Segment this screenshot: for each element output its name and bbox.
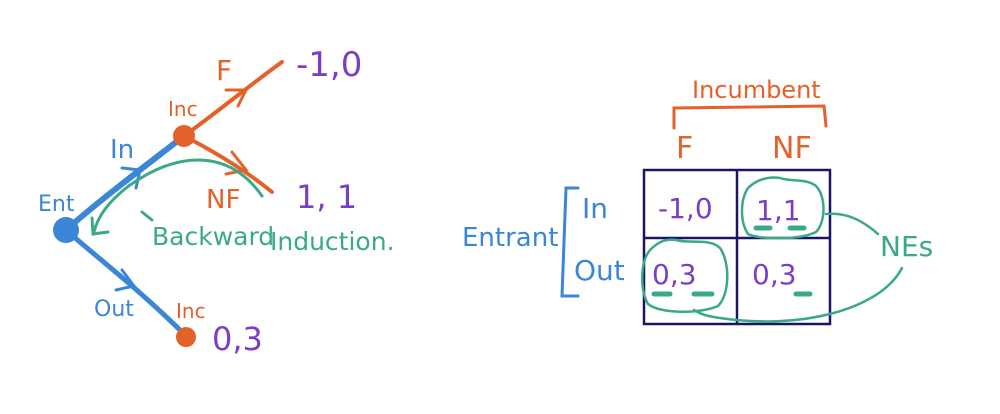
cell-out-nf: 0,3 [752, 258, 797, 291]
row-header-out: Out [574, 254, 625, 287]
ne-connector-bottom [692, 266, 904, 323]
branch-f-line [182, 60, 284, 138]
node-incumbent-top [173, 125, 195, 147]
node-entrant [53, 217, 79, 243]
ne-circle-in-nf [740, 176, 825, 240]
column-player-brace [672, 104, 828, 130]
payoff-nf: 1, 1 [296, 178, 357, 216]
payoff-f: -1,0 [296, 45, 362, 85]
label-ent: Ent [38, 192, 75, 217]
label-nf: NF [206, 185, 240, 215]
game-tree: Ent In Out Inc Inc F NF -1,0 1, 1 0,3 Ba… [38, 45, 395, 358]
ne-circle-out-f [641, 238, 729, 314]
row-player-label: Entrant [462, 223, 558, 253]
branch-nf-line [182, 134, 274, 194]
ne-label: NEs [880, 230, 933, 263]
row-player-brace [560, 186, 580, 298]
branch-out-arrow [114, 268, 137, 292]
col-header-f: F [676, 131, 693, 166]
branch-in-arrow [120, 166, 142, 190]
label-inc-bottom: Inc [176, 299, 206, 323]
cell-in-f: -1,0 [658, 192, 713, 225]
branch-nf-arrow [224, 150, 249, 176]
branch-out-line [63, 227, 189, 339]
node-incumbent-bottom [176, 327, 196, 347]
backward-induction-arrowhead [90, 216, 110, 236]
label-in: In [110, 135, 134, 165]
label-f: F [216, 54, 232, 87]
cell-out-f: 0,3 [652, 258, 697, 291]
column-player-label: Incumbent [692, 76, 821, 104]
payoff-matrix: Incumbent F NF Entrant In Out -1,0 1,1 0… [462, 76, 933, 326]
label-out: Out [94, 297, 134, 322]
label-inc-top: Inc [168, 97, 198, 121]
row-header-in: In [582, 192, 608, 225]
induction-label: Induction. [270, 227, 395, 256]
backward-induction-tick [140, 210, 154, 222]
branch-f-arrow [224, 88, 249, 108]
ne-connector-top [824, 212, 880, 236]
backward-induction-arrow [92, 158, 264, 234]
cell-in-nf: 1,1 [756, 194, 801, 227]
branch-in-line [63, 133, 187, 233]
payoff-out: 0,3 [212, 320, 263, 358]
col-header-nf: NF [772, 131, 812, 166]
backward-label: Backward [152, 222, 274, 251]
